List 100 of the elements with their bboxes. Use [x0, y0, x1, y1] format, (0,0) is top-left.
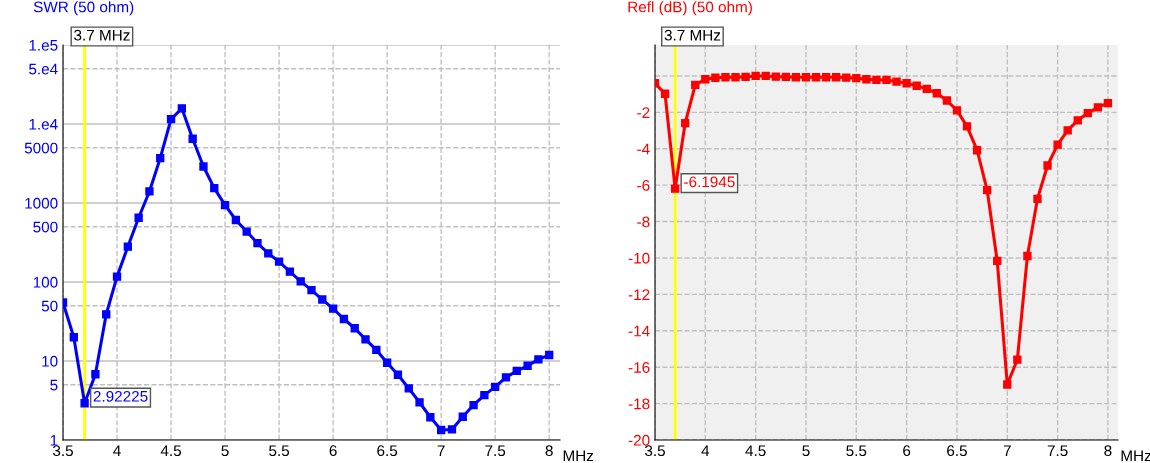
y-tick-label: 10 [42, 355, 58, 367]
x-tick-label: 5.5 [269, 445, 290, 457]
point [188, 134, 197, 143]
point [166, 115, 176, 124]
y-tick-label: 500 [33, 221, 58, 233]
point [177, 104, 187, 113]
y-tick-label: 100 [33, 276, 58, 288]
point [1093, 103, 1103, 112]
point [458, 412, 467, 421]
point [339, 314, 349, 324]
x-tick-label: 7.5 [485, 445, 506, 457]
point [285, 267, 295, 276]
x-tick-label: 5 [221, 445, 229, 457]
point [832, 73, 841, 82]
x-tick-label: 5 [802, 445, 810, 457]
x-axis-title: MHz [563, 450, 594, 461]
point [741, 72, 750, 82]
point [415, 398, 424, 407]
point [842, 73, 851, 82]
point [69, 333, 78, 342]
point [307, 285, 316, 295]
point [501, 373, 511, 382]
point [670, 184, 680, 193]
x-tick-label: 3.5 [52, 445, 73, 457]
x-tick-label: 4 [113, 445, 121, 456]
point [545, 350, 554, 360]
x-tick-label: 3.5 [644, 445, 665, 457]
point [791, 73, 801, 82]
point [801, 73, 811, 82]
point [771, 72, 780, 81]
point [220, 200, 230, 210]
point [426, 413, 435, 422]
point [751, 71, 760, 81]
point [274, 257, 284, 266]
point [852, 73, 861, 83]
point [469, 400, 478, 410]
point [199, 162, 208, 171]
point [102, 310, 111, 319]
y-tick-label: -14 [628, 325, 650, 337]
point [882, 75, 891, 85]
point [393, 370, 403, 379]
point [811, 73, 821, 82]
x-tick-label: 6.5 [377, 445, 398, 457]
y-tick-label: -16 [628, 362, 650, 373]
annotation: -6.1945 [684, 176, 735, 188]
point [145, 187, 154, 196]
point [361, 335, 370, 344]
x-tick-label: 4.5 [745, 445, 766, 457]
y-tick-label: 1000 [25, 197, 58, 209]
point [922, 84, 931, 94]
point [993, 256, 1002, 266]
y-tick-label: 5000 [24, 142, 58, 154]
point [328, 304, 338, 313]
y-tick-label: -10 [628, 252, 650, 264]
point [436, 425, 446, 435]
point [242, 227, 251, 236]
point [523, 361, 532, 370]
point [112, 272, 122, 281]
point [134, 213, 143, 222]
ref-line-label: 3.7 MHz [664, 29, 721, 41]
y-tick-label: 1 [50, 435, 58, 446]
point [156, 153, 165, 163]
point [123, 242, 132, 251]
y-tick-label: 5.e4 [29, 63, 58, 75]
point [1013, 355, 1022, 364]
point [912, 81, 921, 90]
y-tick-label: 50 [41, 300, 58, 312]
x-tick-label: 7.5 [1047, 445, 1068, 457]
x-tick-label: 7 [437, 445, 445, 456]
chart-title: SWR (50 ohm) [33, 1, 134, 16]
point [872, 75, 881, 85]
x-tick-label: 6 [903, 445, 911, 457]
point [480, 390, 489, 400]
point [404, 384, 413, 393]
point [761, 71, 770, 81]
x-tick-label: 8 [545, 445, 553, 457]
point [731, 73, 740, 82]
point [962, 122, 972, 131]
point [350, 324, 359, 333]
point [491, 382, 500, 392]
point [892, 77, 901, 86]
point [862, 75, 871, 84]
y-tick-label: -2 [637, 107, 650, 118]
y-tick-label: -8 [637, 216, 650, 228]
x-tick-label: 4.5 [160, 445, 182, 457]
x-tick-label: 6 [329, 445, 337, 457]
point [512, 366, 521, 376]
y-tick-label: -12 [628, 289, 650, 300]
point [372, 345, 381, 355]
point [691, 80, 700, 90]
x-tick-label: 7 [1003, 445, 1011, 456]
point [711, 73, 720, 82]
x-tick-label: 6.5 [947, 445, 967, 457]
point [681, 118, 690, 128]
point [721, 73, 730, 82]
point [701, 75, 710, 84]
point [1033, 194, 1042, 203]
point [1053, 140, 1062, 149]
point [296, 277, 305, 286]
point [942, 96, 952, 105]
